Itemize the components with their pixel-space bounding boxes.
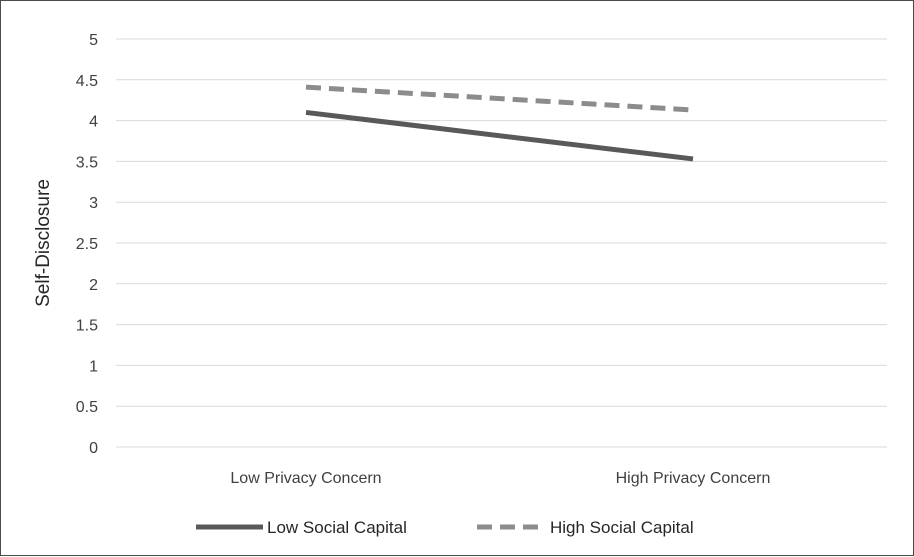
series-line-low-social-capital — [305, 109, 694, 162]
legend: Low Social Capital High Social Capital — [196, 518, 694, 537]
y-axis-title: Self-Disclosure — [33, 179, 54, 307]
y-tick-label: 2.5 — [76, 236, 98, 253]
y-tick-label: 5 — [89, 32, 98, 49]
y-tick-label: 3.5 — [76, 154, 98, 171]
series-lines — [305, 84, 694, 162]
y-tick-label: 3 — [89, 195, 98, 212]
series-line-high-social-capital — [305, 84, 694, 113]
x-tick-label: Low Privacy Concern — [230, 470, 381, 487]
gridlines — [116, 38, 887, 448]
y-axis-ticks: 0 0.5 1 1.5 2 2.5 3 3.5 4 4.5 5 — [76, 32, 98, 457]
y-tick-label: 4 — [89, 114, 98, 131]
y-tick-label: 1 — [89, 358, 98, 375]
y-tick-label: 2 — [89, 277, 98, 294]
y-tick-label: 0 — [89, 440, 98, 457]
x-axis-ticks: Low Privacy Concern High Privacy Concern — [230, 470, 770, 487]
x-tick-label: High Privacy Concern — [616, 470, 771, 487]
y-tick-label: 4.5 — [76, 73, 98, 90]
y-tick-label: 1.5 — [76, 318, 98, 335]
legend-label: Low Social Capital — [267, 518, 407, 537]
y-tick-label: 0.5 — [76, 399, 98, 416]
legend-label: High Social Capital — [550, 518, 694, 537]
